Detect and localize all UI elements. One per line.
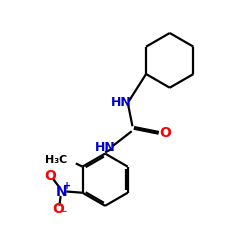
Text: O: O <box>160 126 172 140</box>
Text: O: O <box>52 202 64 216</box>
Text: +: + <box>63 181 71 191</box>
Text: HN: HN <box>111 96 132 109</box>
Text: N: N <box>56 184 67 198</box>
Text: HN: HN <box>95 141 116 154</box>
Text: H₃C: H₃C <box>45 156 67 166</box>
Text: ⁻: ⁻ <box>60 208 67 221</box>
Text: O: O <box>44 169 56 183</box>
